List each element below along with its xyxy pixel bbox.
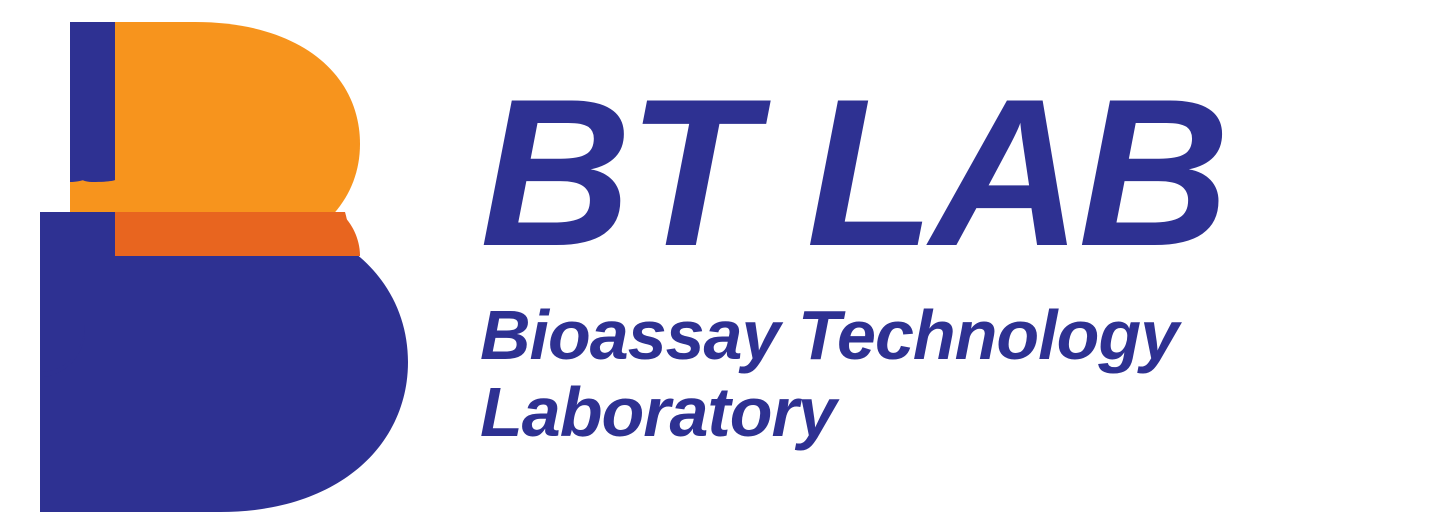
- logo-mark-icon: [20, 12, 410, 512]
- logo-lower-left-stroke: [40, 212, 85, 372]
- logo-container: BT LAB Bioassay Technology Laboratory: [0, 12, 1226, 512]
- brand-title: BT LAB: [480, 73, 1226, 273]
- subtitle-line-1: Bioassay Technology: [480, 297, 1226, 374]
- logo-text-block: BT LAB Bioassay Technology Laboratory: [480, 73, 1226, 452]
- subtitle-line-2: Laboratory: [480, 374, 1226, 451]
- brand-subtitle: Bioassay Technology Laboratory: [480, 297, 1226, 451]
